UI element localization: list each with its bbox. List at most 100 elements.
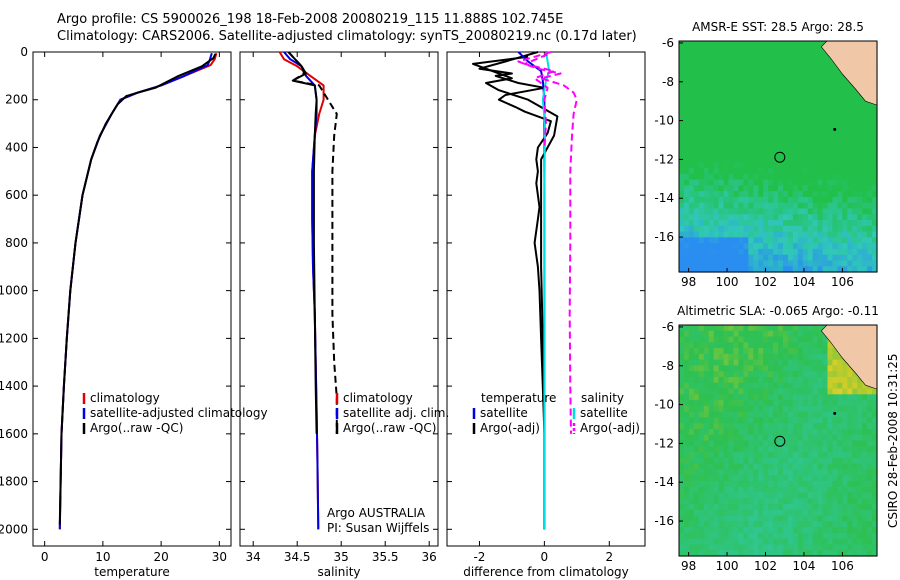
- sst-map-cell: [773, 52, 779, 59]
- sst-map-cell: [867, 260, 873, 267]
- sla-map-cell: [857, 521, 863, 528]
- sla-map-cell: [758, 498, 764, 505]
- sla-map-cell: [802, 405, 809, 413]
- sla-map-cell: [778, 446, 784, 453]
- sst-map-cell: [728, 64, 735, 71]
- sla-map-cell: [797, 348, 804, 355]
- sla-map-cell: [723, 330, 730, 338]
- sst-map-cell: [748, 133, 754, 140]
- sla-map-cell: [837, 359, 843, 367]
- sla-map-cell: [827, 359, 834, 367]
- sla-map-cell: [688, 440, 695, 447]
- sla-map-cell: [688, 388, 695, 395]
- sst-map-cell: [792, 220, 799, 227]
- sst-map-cell: [807, 260, 814, 267]
- sla-map-cell: [807, 411, 814, 419]
- sla-map-cell: [782, 504, 789, 511]
- sla-map-cell: [778, 504, 784, 511]
- sla-map-cell: [758, 353, 764, 361]
- sla-map-cell: [773, 457, 779, 465]
- sst-map-cell: [827, 69, 834, 77]
- sla-map-cell: [688, 325, 695, 332]
- sla-map-cell: [758, 492, 764, 499]
- sst-map-cell: [679, 162, 685, 169]
- sst-map-cell: [738, 41, 744, 48]
- sst-map-cell: [693, 179, 700, 186]
- sst-map-cell: [832, 179, 838, 186]
- sst-map-cell: [758, 243, 764, 250]
- sst-map-cell: [822, 75, 829, 83]
- sla-map-cell: [728, 463, 735, 470]
- sst-map-cell: [703, 150, 710, 158]
- sst-map-cell: [768, 75, 774, 83]
- sla-map-cell: [832, 475, 838, 482]
- sst-map-cell: [748, 243, 754, 250]
- sst-map-cell: [852, 144, 858, 152]
- sla-map-cell: [693, 469, 700, 476]
- sst-map-cell: [842, 98, 848, 106]
- sla-map-cell: [693, 411, 700, 419]
- sla-map-cell: [847, 486, 853, 494]
- sla-map-cell: [768, 382, 774, 390]
- sla-map-cell: [723, 428, 730, 436]
- sla-map-cell: [758, 446, 764, 453]
- sla-map-cell: [773, 394, 779, 401]
- sst-map-cell: [773, 58, 779, 65]
- sla-map-cell: [847, 371, 853, 378]
- sla-map-cell: [812, 325, 819, 332]
- sla-map-cell: [703, 550, 710, 557]
- sst-map-cell: [693, 64, 700, 71]
- sst-map-cell: [847, 220, 853, 227]
- sst-map-cell: [862, 248, 868, 256]
- sla-map-cell: [698, 411, 705, 419]
- sst-map-cell: [807, 191, 814, 198]
- sst-map-cell: [698, 87, 705, 94]
- sst-map-cell: [713, 81, 720, 88]
- sst-map-cell: [753, 168, 759, 175]
- sla-map-cell: [703, 423, 710, 430]
- sst-map-cell: [713, 104, 720, 111]
- sst-map-cell: [792, 173, 799, 181]
- sla-map-cell: [718, 446, 725, 453]
- sla-map-cell: [802, 348, 809, 355]
- sst-map-cell: [679, 220, 685, 227]
- sst-map-cell: [847, 191, 853, 198]
- sla-map-cell: [822, 359, 829, 367]
- sla-map-cell: [693, 550, 700, 557]
- sla-map-cell: [817, 457, 824, 465]
- sla-map-cell: [728, 446, 735, 453]
- sla-map-cell: [698, 325, 705, 332]
- sst-map-cell: [743, 260, 749, 267]
- sst-map-cell: [822, 225, 829, 233]
- sla-map-cell: [807, 388, 814, 395]
- sla-map-cell: [778, 353, 784, 361]
- sst-map-cell: [797, 266, 804, 273]
- sla-map-cell: [847, 527, 853, 534]
- sla-map-cell: [797, 411, 804, 419]
- sst-map-cell: [802, 208, 809, 215]
- sla-map-cell: [837, 532, 843, 540]
- sla-map-cell: [743, 515, 749, 522]
- sla-map-cell: [708, 486, 715, 494]
- sla-map-cell: [733, 446, 739, 453]
- sst-map-cell: [728, 110, 735, 117]
- sla-map-cell: [773, 480, 779, 488]
- sla-map-cell: [867, 463, 873, 470]
- sla-map-cell: [698, 532, 705, 540]
- sst-map-cell: [738, 162, 744, 169]
- temp-plot-frame: [32, 51, 232, 547]
- sst-map-cell: [867, 127, 873, 135]
- sst-map-cell: [827, 92, 834, 100]
- sla-map-cell: [763, 348, 769, 355]
- sst-map-cell: [683, 92, 690, 100]
- sst-map-cell: [787, 225, 794, 233]
- sst-map-cell: [857, 127, 863, 135]
- sla-map-cell: [782, 411, 789, 419]
- sla-map-cell: [837, 452, 843, 459]
- sla-map-cell: [867, 538, 873, 546]
- sst-map-cell: [797, 179, 804, 186]
- sst-map-cell: [688, 41, 695, 48]
- sst-map-cell: [718, 69, 725, 77]
- sst-map-cell: [688, 81, 695, 88]
- sla-map-cell: [758, 405, 764, 413]
